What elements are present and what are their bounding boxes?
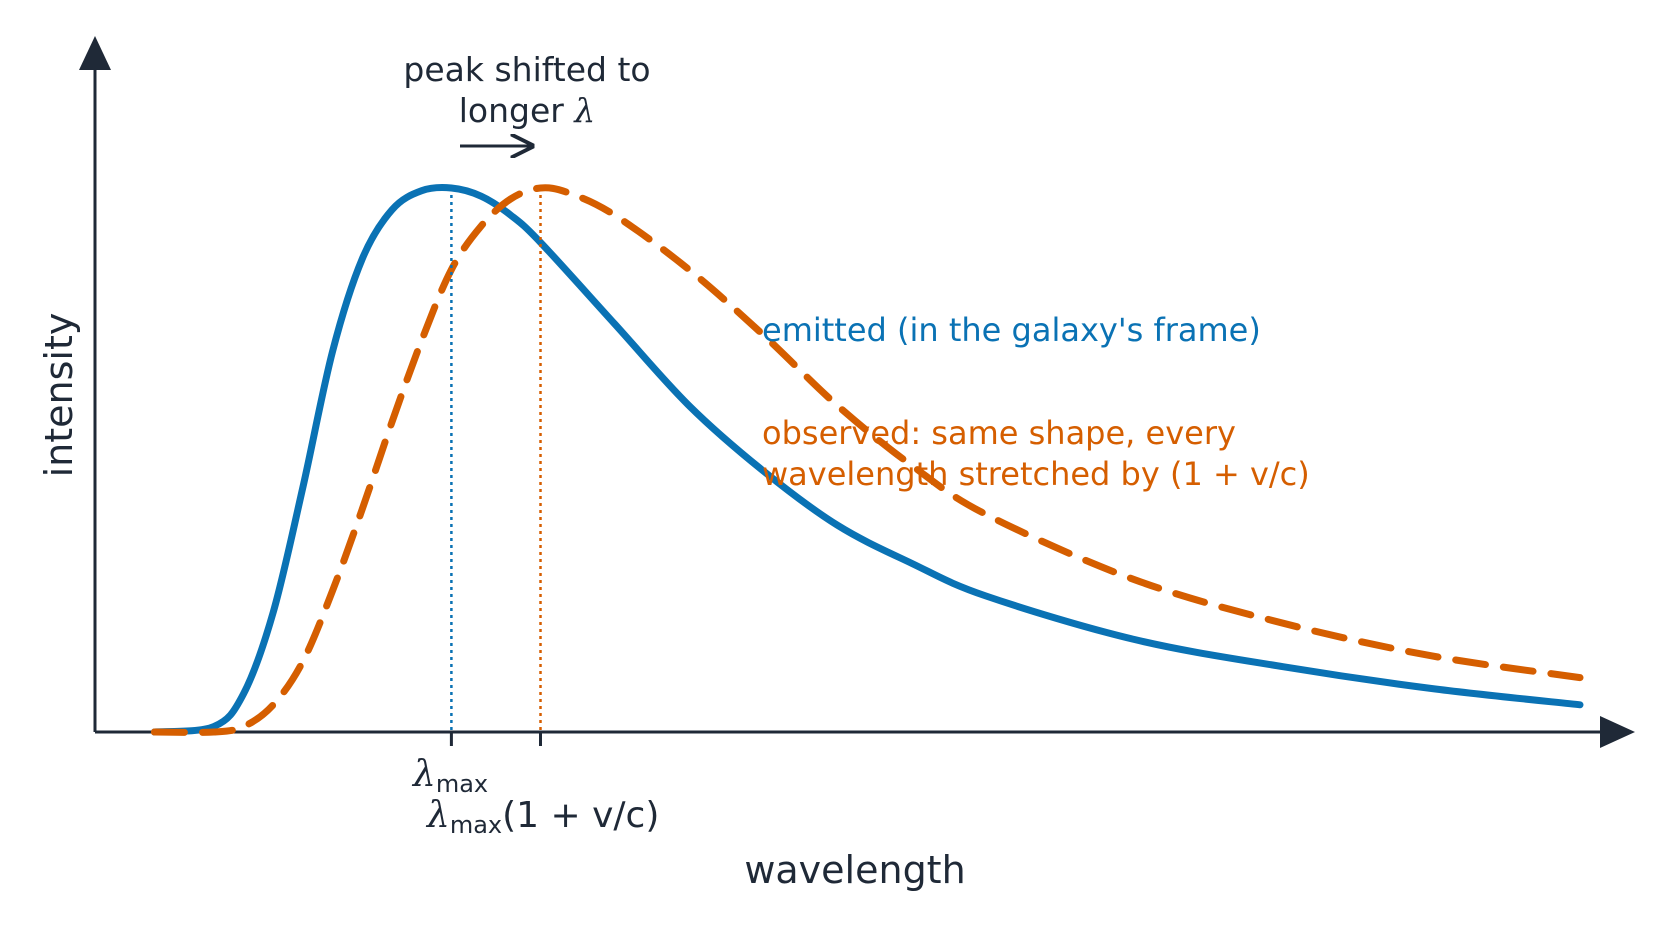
curves-group bbox=[150, 184, 1584, 736]
emitted-curve bbox=[150, 184, 1584, 736]
y-axis-arrow-icon bbox=[79, 36, 111, 70]
y-axis-label: intensity bbox=[37, 313, 81, 478]
observed-curve bbox=[150, 184, 1584, 736]
x-axis-label: wavelength bbox=[744, 848, 965, 892]
emitted-series-label: emitted (in the galaxy's frame) bbox=[762, 311, 1261, 349]
peak-markers bbox=[449, 188, 542, 746]
peak-shift-annotation-line2: longer λ bbox=[459, 91, 596, 130]
observed-label-line2: wavelength stretched by (1 + v/c) bbox=[762, 455, 1310, 493]
observed-series-label: observed: same shape, every wavelength s… bbox=[762, 414, 1310, 493]
peak-shift-annotation-line1: peak shifted to bbox=[403, 50, 650, 89]
lambda-max-shifted-label: λmax(1 + v/c) bbox=[425, 795, 659, 839]
observed-label-line1: observed: same shape, every bbox=[762, 414, 1236, 452]
x-axis-arrow-icon bbox=[1600, 716, 1635, 748]
lambda-max-label: λmax bbox=[411, 754, 488, 798]
